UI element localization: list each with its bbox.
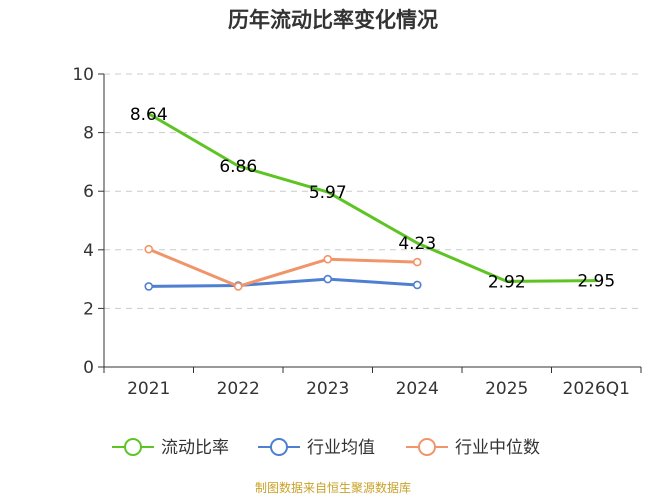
axes: 0 2 4 6 8 10 2021 2022 2023 2024 2025 2026Q1	[72, 65, 642, 399]
legend-label: 流动比率	[161, 438, 229, 458]
data-point	[144, 244, 154, 254]
y-tick-label: 10	[72, 65, 94, 85]
data-point	[233, 282, 243, 291]
data-point	[412, 257, 422, 267]
data-point	[323, 274, 333, 284]
chart-title: 历年流动比率变化情况	[228, 8, 438, 32]
y-tick-label: 2	[83, 299, 94, 319]
x-tick-label: 2026Q1	[563, 379, 630, 399]
legend[interactable]: 流动比率 行业均值 行业中位数	[112, 438, 540, 458]
data-point	[323, 254, 333, 264]
data-label: 2.95	[577, 272, 615, 292]
data-label: 6.86	[219, 157, 257, 177]
y-tick-label: 8	[83, 124, 94, 144]
data-label: 8.64	[130, 105, 168, 125]
y-tick-label: 0	[83, 358, 94, 378]
y-tick-label: 6	[83, 182, 94, 202]
x-tick-label: 2021	[127, 379, 170, 399]
data-point	[412, 280, 422, 290]
x-tick-label: 2023	[306, 379, 349, 399]
legend-marker	[124, 438, 142, 456]
data-point	[144, 282, 154, 291]
data-label: 2.92	[488, 272, 526, 292]
grid	[104, 73, 641, 309]
legend-item[interactable]: 行业中位数	[406, 438, 540, 458]
series-line	[147, 247, 419, 288]
x-tick-label: 2024	[396, 379, 439, 399]
legend-marker	[418, 438, 436, 456]
data-labels: 8.64 6.86 5.97 4.23 2.92 2.95	[130, 105, 615, 293]
y-tick-label: 4	[83, 241, 94, 261]
legend-item[interactable]: 行业均值	[258, 438, 375, 458]
data-label: 5.97	[309, 183, 347, 203]
x-tick-label: 2025	[485, 379, 528, 399]
legend-marker	[270, 438, 288, 456]
legend-item[interactable]: 流动比率	[112, 438, 229, 458]
data-label: 4.23	[398, 234, 436, 254]
series-line	[147, 277, 419, 288]
source-note: 制图数据来自恒生聚源数据库	[255, 480, 411, 495]
series-line	[147, 112, 598, 283]
series-layer	[144, 112, 598, 291]
legend-label: 行业均值	[307, 438, 375, 458]
legend-label: 行业中位数	[455, 438, 540, 458]
x-tick-label: 2022	[217, 379, 260, 399]
